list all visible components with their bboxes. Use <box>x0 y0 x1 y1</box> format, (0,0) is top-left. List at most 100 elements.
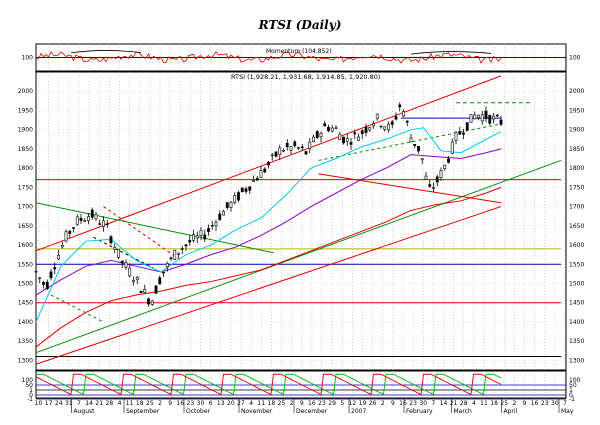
trend-line <box>35 202 274 254</box>
trend-line <box>103 206 182 261</box>
y-tick-left: 1300 <box>18 357 33 364</box>
y-tick-right: 1300 <box>569 357 584 364</box>
candle-body <box>158 277 162 285</box>
candle-body <box>83 220 87 222</box>
y-tick-right: 1450 <box>569 300 584 307</box>
candle-body <box>409 137 413 143</box>
x-tick-day: 14 <box>440 400 448 407</box>
candle-body <box>64 231 68 242</box>
x-tick-day: 7 <box>563 400 567 407</box>
candle-body <box>94 213 98 220</box>
stochastic-tick-left: 0 <box>29 392 33 399</box>
candle-body <box>120 260 124 263</box>
candle-body <box>147 298 150 305</box>
momentum-divergence-arc <box>70 50 142 54</box>
x-tick-month: March <box>454 408 472 415</box>
candle-body <box>330 127 334 132</box>
x-tick-day: 24 <box>55 400 63 407</box>
stochastic-tick-right: 50 <box>569 382 577 389</box>
x-tick-day: 7 <box>431 400 435 407</box>
price-panel-frame <box>35 71 567 371</box>
x-tick-day: 25 <box>278 400 286 407</box>
candle-body <box>342 136 345 144</box>
candle-body <box>480 114 484 122</box>
candle-body <box>259 170 263 178</box>
stochastic-d-line <box>35 373 502 396</box>
candle-body <box>364 126 368 133</box>
candle-body <box>293 141 297 147</box>
x-tick-month: 2007 <box>351 408 366 415</box>
candle-body <box>263 168 267 173</box>
stochastic-tick-left: 100 <box>22 377 34 384</box>
candle-body <box>139 290 143 293</box>
momentum-tick-left: 100 <box>22 55 34 62</box>
candle-body <box>244 188 248 192</box>
x-tick-day: 7 <box>77 400 81 407</box>
x-tick-day: 2 <box>158 400 162 407</box>
x-tick-day: 30 <box>197 400 205 407</box>
candle-body <box>105 223 109 225</box>
x-tick-day: 28 <box>460 400 468 407</box>
candle-body <box>432 187 435 189</box>
candle-body <box>443 164 447 169</box>
candle-body <box>60 245 64 248</box>
candle-body <box>285 142 289 148</box>
candle-body <box>214 221 218 227</box>
candle-body <box>473 114 477 120</box>
candle-body <box>177 252 180 255</box>
x-tick-day: 6 <box>209 400 213 407</box>
momentum-line <box>35 51 502 64</box>
x-tick-day: 9 <box>391 400 395 407</box>
x-tick-day: 19 <box>359 400 367 407</box>
candle-body <box>278 147 282 156</box>
candle-body <box>304 151 308 155</box>
x-tick-day: 23 <box>318 400 326 407</box>
y-tick-left: 1650 <box>18 223 33 230</box>
x-tick-day: 14 <box>85 400 93 407</box>
candle-body <box>218 213 222 221</box>
candle-body <box>199 230 203 236</box>
candle-body <box>357 136 360 141</box>
x-tick-day: 23 <box>409 400 417 407</box>
y-tick-right: 1600 <box>569 242 584 249</box>
candle-body <box>124 262 128 268</box>
stochastic-tick-left: 1 <box>29 387 33 394</box>
x-tick-day: 9 <box>523 400 527 407</box>
candle-body <box>45 281 49 290</box>
candle-body <box>458 131 462 135</box>
trend-line <box>93 236 154 269</box>
x-tick-month: August <box>74 408 96 415</box>
candle-body <box>450 141 454 154</box>
x-tick-day: 30 <box>419 400 427 407</box>
x-tick-day: 23 <box>187 400 195 407</box>
candle-body <box>345 138 349 142</box>
x-tick-month: April <box>504 408 518 415</box>
stochastic-tick-right: 1 <box>569 387 573 394</box>
candle-body <box>405 120 409 123</box>
x-tick-day: 21 <box>450 400 458 407</box>
x-tick-day: 12 <box>349 400 357 407</box>
candle-body <box>267 161 270 166</box>
candle-body <box>447 158 450 163</box>
candle-body <box>420 158 424 161</box>
candle-body <box>128 267 132 277</box>
y-tick-right: 1900 <box>569 127 584 134</box>
y-tick-right: 1750 <box>569 184 584 191</box>
x-tick-day: 13 <box>217 400 225 407</box>
stochastic-tick-right: -1 <box>569 396 575 403</box>
candle-body <box>368 127 372 131</box>
candle-body <box>68 230 72 234</box>
x-tick-month: November <box>241 408 273 415</box>
candle-body <box>477 114 480 118</box>
candle-body <box>154 285 158 294</box>
candle-body <box>229 201 233 208</box>
candle-body <box>323 123 327 127</box>
candle-body <box>248 186 252 191</box>
candle-body <box>225 202 229 208</box>
ema-fast-line <box>35 127 502 323</box>
candle-body <box>274 151 278 157</box>
candle-body <box>184 244 188 247</box>
candle-body <box>38 277 42 279</box>
candle-body <box>270 154 274 157</box>
